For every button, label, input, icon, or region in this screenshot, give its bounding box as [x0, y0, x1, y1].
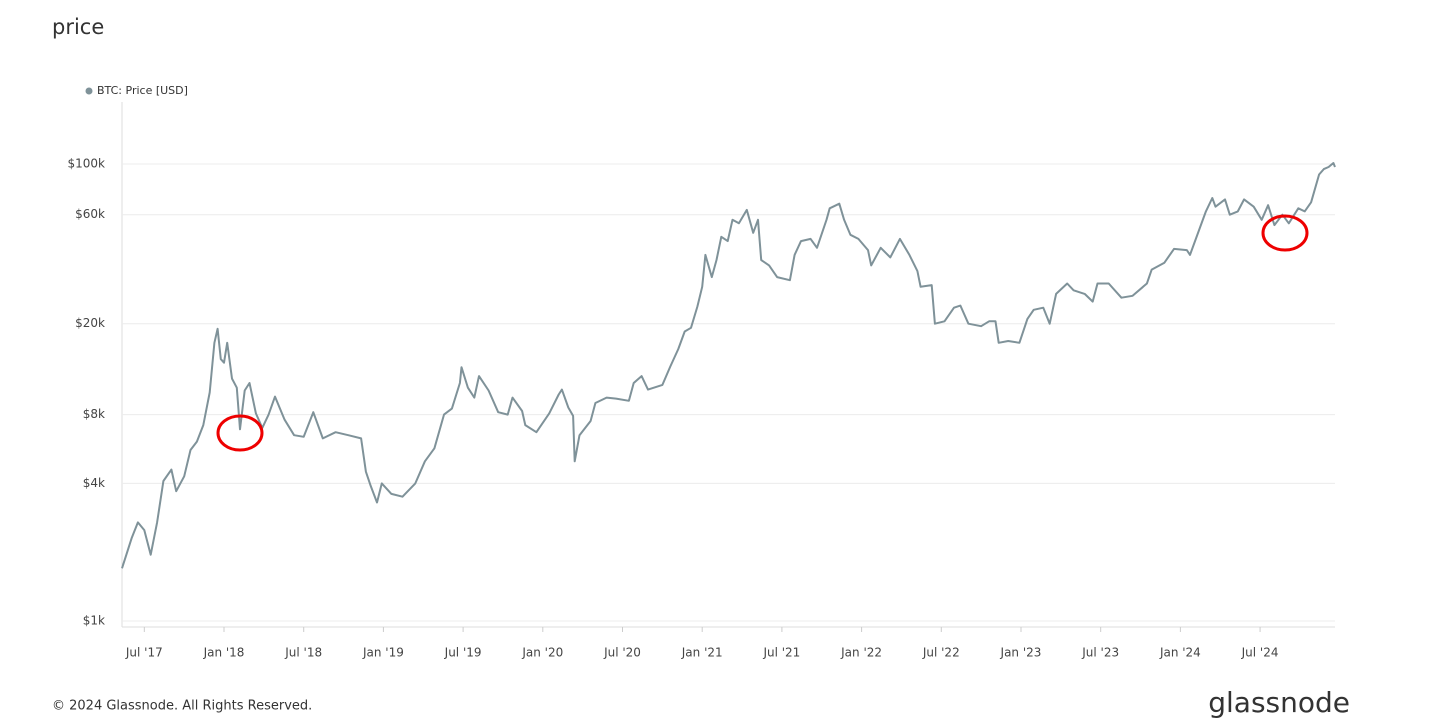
legend: BTC: Price [USD]	[85, 84, 188, 97]
x-tick-label: Jul '19	[444, 646, 482, 660]
x-tick-label: Jul '17	[125, 646, 163, 660]
legend-dot	[85, 87, 93, 95]
x-tick-label: Jan '24	[1159, 646, 1201, 660]
x-tick-label: Jul '24	[1241, 646, 1279, 660]
x-tick-label: Jan '22	[840, 646, 882, 660]
highlight-circle	[1261, 214, 1309, 252]
y-tick-label: $20k	[75, 316, 105, 330]
chart-title: price	[52, 15, 104, 39]
x-tick-label: Jan '19	[362, 646, 404, 660]
x-tick-label: Jul '18	[284, 646, 322, 660]
footer: © 2024 Glassnode. All Rights Reserved.	[52, 699, 312, 714]
x-tick-label: Jan '20	[521, 646, 563, 660]
x-tick-label: Jan '21	[681, 646, 723, 660]
brand-logo: glassnode	[1208, 686, 1350, 719]
price-line	[121, 162, 1336, 569]
y-tick-label: $8k	[83, 407, 105, 421]
y-tick-label: $1k	[83, 614, 105, 628]
highlight-circle	[216, 414, 264, 452]
y-tick-label: $100k	[68, 157, 106, 171]
x-tick-label: Jan '18	[203, 646, 245, 660]
y-tick-label: $60k	[75, 207, 105, 221]
x-tick-label: Jul '23	[1081, 646, 1119, 660]
y-tick-label: $4k	[83, 476, 105, 490]
x-tick-label: Jul '20	[603, 646, 641, 660]
legend-label: BTC: Price [USD]	[97, 84, 188, 97]
x-tick-label: Jan '23	[1000, 646, 1042, 660]
x-tick-label: Jul '21	[762, 646, 800, 660]
x-tick-label: Jul '22	[922, 646, 960, 660]
